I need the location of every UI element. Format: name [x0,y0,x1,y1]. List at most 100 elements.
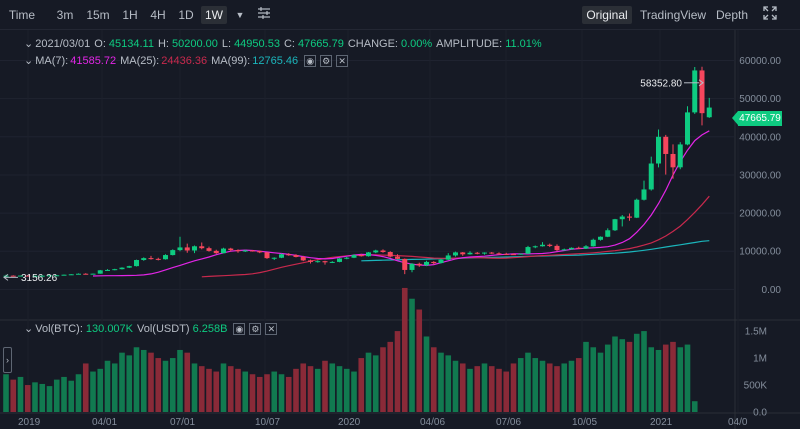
volume-tick-label: 500K [744,381,768,392]
candle-body [257,251,263,253]
volume-bar [546,363,553,412]
interval-1d[interactable]: 1D [178,8,194,22]
min-price-label: 3156.26 [21,273,58,284]
volume-bar [539,360,546,412]
vol-usdt-label: Vol(USDT) [137,322,190,335]
candle-body [554,245,560,251]
candle-body [279,254,284,258]
candle-body [692,70,698,113]
indicator-settings-icon[interactable] [256,6,272,24]
candle-body [293,255,299,257]
candle-body [699,70,705,114]
candle-body [627,216,632,218]
volume-bar [409,298,415,412]
candle-body [467,252,473,255]
price-tick-label: 60000.00 [739,56,781,67]
volume-bar [46,386,53,412]
interval-15m[interactable]: 15m [86,8,110,22]
volume-bar [119,352,125,412]
volume-bar [75,374,82,412]
ma-collapse-icon[interactable]: ⌄ [24,55,34,67]
view-tradingview-tab[interactable]: TradingView [640,8,707,22]
volume-bar [583,341,589,412]
volume-bar [271,371,278,412]
volume-bar [39,383,46,412]
volume-bar [213,371,220,412]
candle-body [373,250,379,253]
volume-bar [496,368,502,412]
ma25-line [201,195,710,278]
candle-body [387,252,393,257]
candle-body [32,275,38,277]
candles-layer [3,66,712,278]
candle-body [416,263,422,266]
candle-body [547,244,553,246]
time-tick-label: 04/01 [92,417,117,428]
panel-expand-handle[interactable]: › [3,347,12,373]
candle-body [119,267,125,270]
ma-visibility-icon[interactable]: ◉ [304,54,317,67]
candle-body [634,199,640,218]
price-tick-label: 10000.00 [739,247,781,258]
candle-body [54,275,60,277]
interval-1h[interactable]: 1H [122,8,138,22]
change-label: CHANGE: [347,37,398,50]
candle-body [68,274,74,276]
volume-bar [198,366,205,412]
low-label: L: [221,37,232,50]
interval-1w[interactable]: 1W [201,6,227,24]
price-chart[interactable]: 60000.00 50000.00 40000.00 30000.00 20000.00… [0,30,800,429]
volume-bar [24,385,31,412]
volume-bar [662,344,669,412]
volume-bar [467,368,473,412]
interval-time[interactable]: Time [8,8,36,22]
fullscreen-icon[interactable] [762,6,778,24]
vol-visibility-icon[interactable]: ◉ [233,322,246,335]
legend-collapse-icon[interactable]: ⌄ [24,38,34,50]
volume-bar [575,358,582,412]
view-original-tab[interactable]: Original [582,6,632,24]
more-intervals-dropdown-icon[interactable]: ▼ [235,10,245,20]
candle-body [619,216,625,220]
volume-bar [597,352,604,412]
volume-bar [256,376,263,412]
vol-close-icon[interactable]: ✕ [265,322,278,335]
time-tick-label: 10/07 [255,417,280,428]
view-depth-tab[interactable]: Depth [716,8,749,22]
ma-settings-icon[interactable]: ⚙ [320,54,333,67]
candle-body [126,266,132,268]
volume-bar [568,360,575,412]
candle-body [83,273,89,275]
volume-bar [626,341,633,412]
ma-close-icon[interactable]: ✕ [336,54,349,67]
volume-bar [32,382,38,412]
volume-axis: 1.5M 1M 500K 0.0 [744,327,768,419]
candle-body [496,253,502,255]
amplitude-value: 11.01% [505,37,542,50]
candle-body [445,255,451,260]
vol-collapse-icon[interactable]: ⌄ [24,323,34,335]
candle-body [337,258,342,262]
volume-bar [394,331,401,412]
volume-bar [684,344,691,412]
volume-bar [677,347,684,412]
volume-bar [314,368,321,412]
candle-body [431,261,437,264]
volume-bar [61,376,67,412]
candle-body [177,247,183,251]
candle-body [170,250,176,256]
candle-body [192,246,197,251]
candle-body [25,275,31,277]
vol-settings-icon[interactable]: ⚙ [249,322,262,335]
price-axis: 60000.00 50000.00 40000.00 30000.00 20000.00… [739,56,781,296]
interval-3m[interactable]: 3m [56,8,74,22]
last-price-tag: 47665.79 [732,111,782,126]
volume-bar [235,368,241,412]
volume-bar [10,379,17,412]
candle-body [590,239,596,247]
price-tick-label: 20000.00 [739,209,781,220]
volume-bar [162,360,169,412]
candle-body [518,253,524,255]
volume-tick-label: 0.0 [753,408,767,419]
interval-4h[interactable]: 4H [150,8,166,22]
